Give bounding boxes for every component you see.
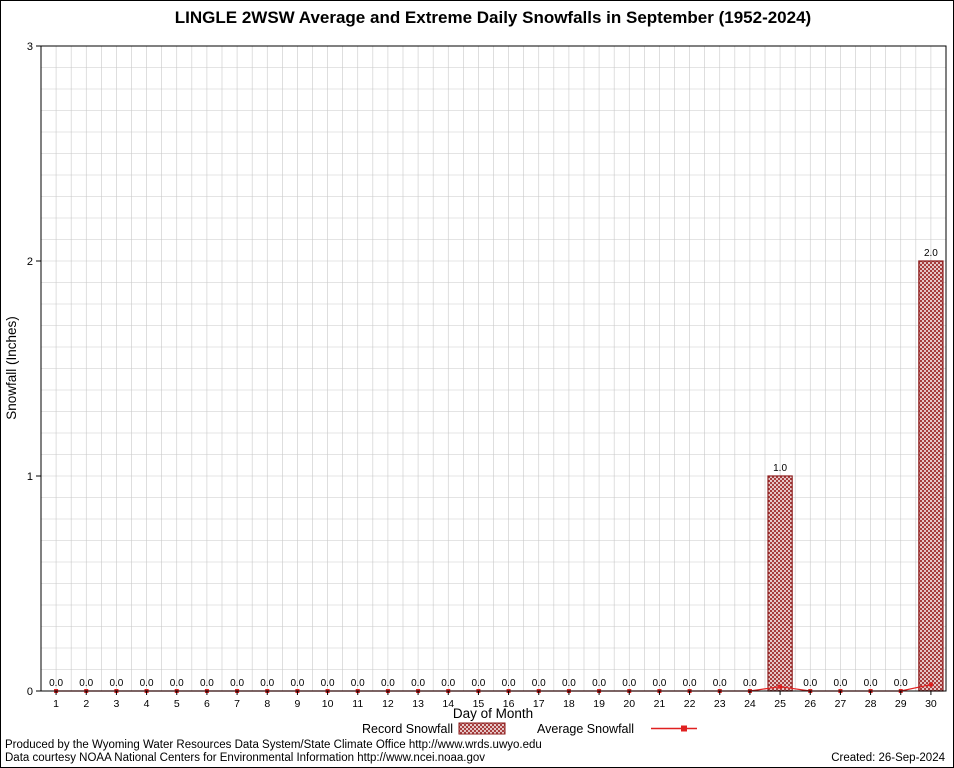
legend-average-marker-icon [681, 725, 687, 732]
x-tick-label: 20 [623, 698, 635, 710]
x-axis-title: Day of Month [453, 706, 533, 721]
x-tick-label: 12 [382, 698, 394, 710]
legend-record-swatch-icon [458, 722, 506, 735]
bar-value-label: 0.0 [170, 678, 184, 689]
x-tick-label: 4 [144, 698, 150, 710]
y-tick-label: 2 [27, 256, 33, 268]
grid-layer [41, 46, 946, 691]
average-marker [928, 682, 933, 687]
y-tick-label: 3 [27, 41, 33, 53]
bar-value-label: 0.0 [592, 678, 606, 689]
x-tick-label: 1 [53, 698, 59, 710]
x-tick-label: 8 [264, 698, 270, 710]
chart-title: LINGLE 2WSW Average and Extreme Daily Sn… [175, 8, 811, 27]
bar-value-label: 0.0 [502, 678, 516, 689]
x-tick-label: 15 [473, 698, 485, 710]
bar-value-label: 0.0 [743, 678, 757, 689]
legend-average-label: Average Snowfall [537, 722, 634, 736]
legend-record-label: Record Snowfall [362, 722, 453, 736]
y-tick-label: 0 [27, 686, 33, 698]
x-tick-label: 17 [533, 698, 545, 710]
y-axis-title: Snowfall (Inches) [4, 316, 19, 420]
bar-value-label: 0.0 [79, 678, 93, 689]
bar-value-label: 0.0 [683, 678, 697, 689]
x-tick-label: 27 [835, 698, 847, 710]
bar-value-label: 0.0 [351, 678, 365, 689]
bar-value-label: 0.0 [109, 678, 123, 689]
x-tick-label: 25 [774, 698, 786, 710]
bar-value-label: 0.0 [532, 678, 546, 689]
x-tick-label: 9 [294, 698, 300, 710]
bar-value-label: 0.0 [652, 678, 666, 689]
bar-value-label: 0.0 [200, 678, 214, 689]
x-tick-label: 6 [204, 698, 210, 710]
average-marker [778, 684, 783, 689]
x-tick-label: 21 [654, 698, 666, 710]
bar-value-label: 2.0 [924, 248, 938, 259]
y-tick-label: 1 [27, 471, 33, 483]
x-tick-label: 16 [503, 698, 515, 710]
record-snowfall-bars [767, 260, 944, 692]
x-tick-label: 7 [234, 698, 240, 710]
bar-value-label: 0.0 [471, 678, 485, 689]
bar-value-label: 0.0 [833, 678, 847, 689]
x-tick-label: 26 [804, 698, 816, 710]
x-tick-label: 10 [322, 698, 334, 710]
bar-value-label: 0.0 [894, 678, 908, 689]
x-tick-label: 2 [83, 698, 89, 710]
created-date: Created: 26-Sep-2024 [831, 752, 945, 764]
bar-value-label: 0.0 [864, 678, 878, 689]
x-tick-label: 30 [925, 698, 937, 710]
bar-value-label: 0.0 [260, 678, 274, 689]
legend: Record Snowfall Average Snowfall [362, 722, 697, 736]
value-labels: 0.0 0.0 0.0 0.0 0.0 0.0 0.0 0.0 0.0 0.0 0.0 0.0 0.0 0… [49, 248, 938, 689]
x-tick-label: 5 [174, 698, 180, 710]
x-tick-label: 22 [684, 698, 696, 710]
bar-value-label: 0.0 [622, 678, 636, 689]
bar-value-label: 0.0 [562, 678, 576, 689]
bar-value-label: 0.0 [321, 678, 335, 689]
x-tick-label: 14 [442, 698, 454, 710]
x-tick-label: 11 [352, 698, 363, 710]
record-bar [918, 260, 944, 692]
x-tick-label: 29 [895, 698, 907, 710]
bar-value-label: 0.0 [290, 678, 304, 689]
footer-data-courtesy: Data courtesy NOAA National Centers for … [5, 752, 486, 764]
bar-value-label: 0.0 [441, 678, 455, 689]
bar-value-label: 0.0 [411, 678, 425, 689]
record-bar [767, 475, 793, 692]
bar-value-label: 0.0 [230, 678, 244, 689]
plot-border [40, 45, 947, 692]
bar-value-label: 0.0 [381, 678, 395, 689]
x-tick-label: 24 [744, 698, 756, 710]
x-tick-label: 18 [563, 698, 575, 710]
x-tick-label: 3 [113, 698, 119, 710]
x-tick-label: 28 [865, 698, 877, 710]
x-tick-label: 13 [412, 698, 424, 710]
footer-produced-by: Produced by the Wyoming Water Resources … [5, 739, 542, 751]
bar-value-label: 0.0 [713, 678, 727, 689]
bar-value-label: 0.0 [49, 678, 63, 689]
footer: Produced by the Wyoming Water Resources … [5, 739, 542, 765]
bar-value-label: 0.0 [803, 678, 817, 689]
bar-value-label: 0.0 [140, 678, 154, 689]
x-tick-label: 19 [593, 698, 605, 710]
bar-value-label: 1.0 [773, 463, 787, 474]
x-tick-label: 23 [714, 698, 726, 710]
